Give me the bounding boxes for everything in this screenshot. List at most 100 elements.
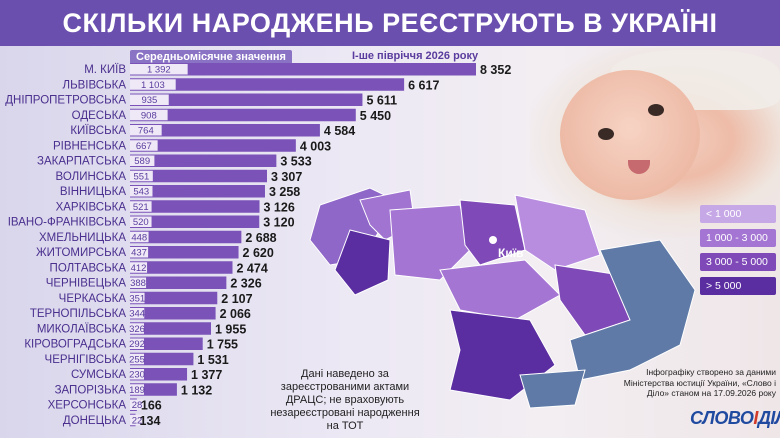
map-region-kyiv bbox=[459, 199, 526, 266]
bar bbox=[130, 185, 265, 198]
avg-value-label: 412 bbox=[131, 263, 147, 274]
legend-item-1000-3000: 1 000 - 3 000 bbox=[700, 229, 776, 247]
avg-bar bbox=[130, 140, 158, 151]
avg-bar bbox=[130, 79, 176, 90]
avg-value-label: 388 bbox=[130, 278, 146, 289]
bar-value-label: 5 611 bbox=[366, 94, 397, 108]
map-region-north-east bbox=[514, 194, 601, 271]
avg-value-label: 326 bbox=[129, 324, 145, 335]
bar-value-label: 3 120 bbox=[263, 216, 294, 230]
kyiv-map-label: Київ bbox=[498, 246, 524, 260]
avg-bar bbox=[130, 64, 188, 75]
avg-bar bbox=[130, 231, 149, 243]
region-label: ВОЛИНСЬКА bbox=[56, 171, 127, 183]
bar-value-label: 1 377 bbox=[191, 368, 222, 382]
bar-value-label: 5 450 bbox=[360, 109, 391, 123]
bar bbox=[130, 337, 203, 350]
bar-value-label: 3 126 bbox=[264, 200, 295, 214]
bar-value-label: 1 132 bbox=[181, 383, 212, 397]
avg-bar bbox=[130, 109, 168, 121]
avg-bar bbox=[130, 277, 147, 288]
avg-value-label: 1 103 bbox=[141, 80, 165, 91]
bar-value-label: 8 352 bbox=[480, 63, 511, 77]
region-label: МИКОЛАЇВСЬКА bbox=[37, 323, 126, 335]
bar-value-label: 4 584 bbox=[324, 124, 355, 138]
avg-bar bbox=[130, 323, 144, 334]
bar-value-label: 3 533 bbox=[280, 155, 311, 169]
region-label: ХМЕЛЬНИЦЬКА bbox=[39, 232, 126, 244]
avg-value-label: 667 bbox=[136, 141, 152, 152]
bar bbox=[130, 63, 476, 76]
births-bar-chart: М. КИЇВ 1 392 8 352 ЛЬВІВСЬКА 1 103 6 617 ДНІП… bbox=[5, 63, 511, 428]
bar bbox=[130, 169, 267, 183]
bar bbox=[130, 230, 242, 244]
bar bbox=[130, 124, 320, 137]
region-label: ДОНЕЦЬКА bbox=[63, 415, 126, 427]
avg-value-label: 935 bbox=[141, 95, 157, 106]
bar-value-label: 1 755 bbox=[207, 338, 238, 352]
avg-bar bbox=[130, 369, 144, 380]
bar bbox=[130, 108, 356, 122]
bar bbox=[130, 200, 260, 213]
baby-face bbox=[560, 70, 700, 200]
legend-item-over-5000: > 5 000 bbox=[700, 277, 776, 295]
avg-bar bbox=[130, 125, 162, 136]
avg-value-label: 521 bbox=[133, 202, 149, 213]
avg-value-label: 764 bbox=[138, 126, 154, 137]
avg-bar bbox=[130, 262, 148, 273]
bar-value-label: 1 955 bbox=[215, 322, 246, 336]
bar bbox=[130, 261, 233, 274]
avg-value-label: 189 bbox=[129, 385, 145, 396]
map-region-crimea bbox=[519, 369, 586, 409]
region-label: РІВНЕНСЬКА bbox=[53, 140, 126, 152]
average-subheader: Середньомісячне значення bbox=[130, 50, 292, 64]
bar bbox=[130, 246, 239, 259]
bar-value-label: 2 066 bbox=[220, 307, 251, 321]
bar-value-label: 2 326 bbox=[230, 277, 261, 291]
region-label: ЧЕРКАСЬКА bbox=[59, 293, 127, 305]
bar bbox=[130, 78, 405, 91]
region-label: ХАРКІВСЬКА bbox=[56, 201, 127, 213]
region-label: ЧЕРНІГІВСЬКА bbox=[45, 354, 127, 366]
bar bbox=[130, 368, 188, 381]
legend-item-under-1000: < 1 000 bbox=[700, 205, 776, 223]
bar-value-label: 2 474 bbox=[236, 261, 267, 275]
baby-eye-left bbox=[598, 128, 614, 140]
map-region-center-west bbox=[389, 204, 471, 281]
bar-value-label: 3 307 bbox=[271, 170, 302, 184]
avg-value-label: 520 bbox=[133, 217, 149, 228]
bar-value-label: 2 688 bbox=[245, 231, 276, 245]
page-title: СКІЛЬКИ НАРОДЖЕНЬ РЕЄСТРУЮТЬ В УКРАЇНІ bbox=[62, 8, 718, 38]
data-note: Дані наведено за зареєстрованими актами … bbox=[270, 368, 420, 432]
avg-value-label: 230 bbox=[129, 370, 145, 381]
avg-value-label: 908 bbox=[141, 110, 157, 121]
avg-value-label: 437 bbox=[131, 248, 147, 259]
logo-amp: І bbox=[753, 408, 758, 428]
region-label: ЗАКАРПАТСЬКА bbox=[37, 156, 126, 168]
region-label: ХЕРСОНСЬКА bbox=[48, 400, 127, 412]
baby-eye-right bbox=[648, 104, 664, 116]
bar bbox=[130, 307, 216, 320]
bar bbox=[130, 139, 296, 152]
bar-value-label: 6 617 bbox=[408, 78, 439, 92]
header-banner: СКІЛЬКИ НАРОДЖЕНЬ РЕЄСТРУЮТЬ В УКРАЇНІ bbox=[0, 0, 780, 46]
bar-value-label: 4 003 bbox=[300, 139, 331, 153]
logo-word-1: СЛОВО bbox=[690, 408, 754, 428]
avg-bar bbox=[130, 155, 155, 166]
avg-value-label: 344 bbox=[129, 309, 145, 320]
bar bbox=[130, 215, 260, 228]
avg-bar bbox=[130, 292, 145, 304]
avg-value-label: 551 bbox=[133, 171, 149, 182]
region-label: ДНІПРОПЕТРОВСЬКА bbox=[5, 95, 126, 107]
avg-bar bbox=[130, 399, 144, 410]
avg-bar bbox=[130, 94, 169, 105]
avg-value-label: 22 bbox=[132, 415, 143, 426]
region-label: КІРОВОГРАДСЬКА bbox=[24, 339, 126, 351]
kyiv-marker bbox=[489, 236, 497, 244]
logo-word-2: ДІЛО bbox=[757, 408, 780, 428]
region-label: ІВАНО-ФРАНКІВСЬКА bbox=[8, 217, 127, 229]
avg-bar bbox=[130, 216, 152, 227]
slovo-i-dilo-logo: СЛОВОІДІЛО bbox=[690, 408, 780, 429]
avg-bar bbox=[130, 308, 145, 319]
region-label: ВІННИЦЬКА bbox=[60, 186, 126, 198]
